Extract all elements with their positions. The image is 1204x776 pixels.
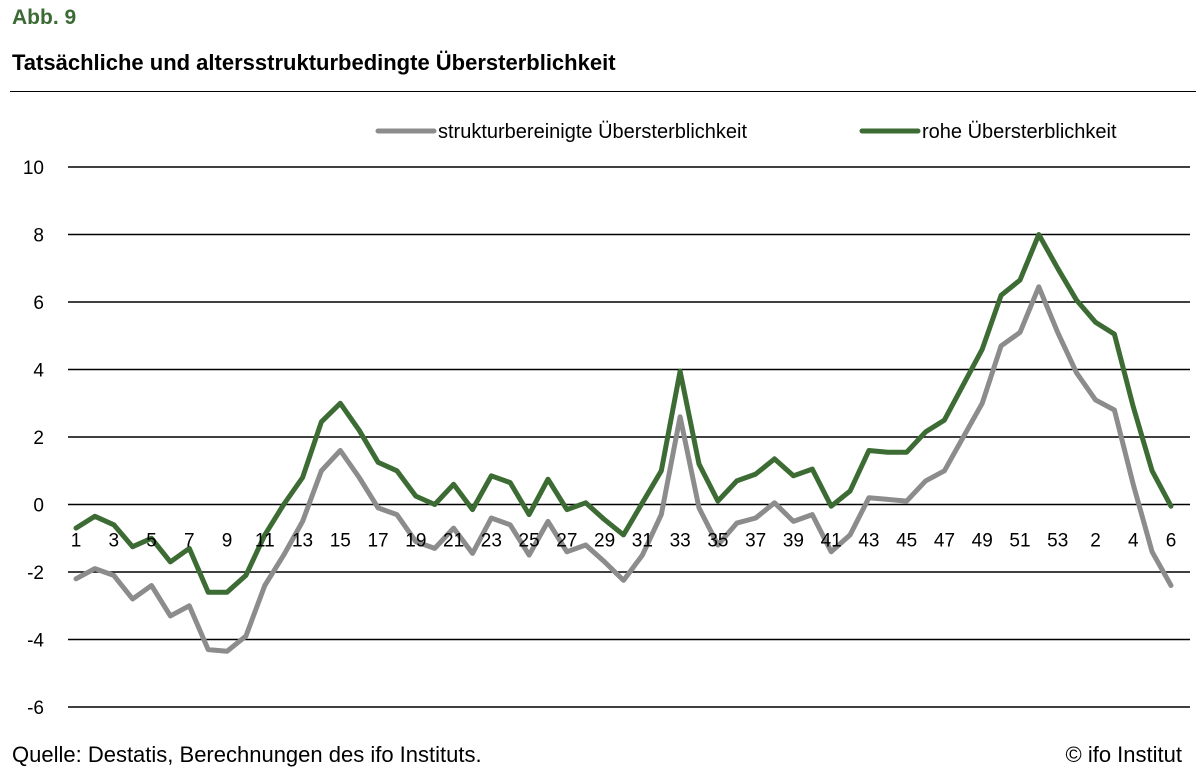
x-tick-label: 29 — [594, 531, 615, 552]
x-tick-label: 13 — [292, 531, 313, 552]
gridlines — [68, 166, 1190, 708]
y-tick-label: 6 — [33, 293, 44, 314]
legend: strukturbereinigte Übersterblichkeit rohe… — [375, 121, 1117, 143]
y-tick-label: 0 — [33, 496, 44, 517]
x-tick-label: 15 — [330, 531, 351, 552]
series-line-roh — [73, 232, 1174, 595]
y-tick-label: -2 — [27, 563, 44, 584]
x-tick-label: 25 — [519, 531, 540, 552]
y-tick-label: 10 — [23, 158, 44, 179]
x-tick-label: 41 — [821, 531, 842, 552]
x-tick-label: 33 — [670, 531, 691, 552]
x-tick-label: 49 — [972, 531, 993, 552]
x-tick-label: 51 — [1009, 531, 1030, 552]
x-tick-label: 17 — [367, 531, 388, 552]
legend-label: rohe Übersterblichkeit — [922, 121, 1117, 143]
x-tick-label: 11 — [255, 531, 275, 552]
copyright-note: © ifo Institut — [1065, 742, 1182, 767]
x-tick-label: 47 — [934, 531, 955, 552]
chart-title: Tatsächliche und altersstrukturbedingte … — [12, 50, 616, 75]
x-tick-label: 4 — [1128, 531, 1139, 552]
x-tick-label: 3 — [108, 531, 119, 552]
y-tick-label: 4 — [33, 361, 44, 382]
x-tick-label: 27 — [556, 531, 577, 552]
x-tick-label: 19 — [405, 531, 426, 552]
x-tick-label: 31 — [632, 531, 653, 552]
title-divider — [10, 91, 1196, 92]
x-tick-label: 6 — [1166, 531, 1177, 552]
y-tick-label: -4 — [27, 631, 44, 652]
x-tick-label: 37 — [745, 531, 766, 552]
x-tick-label: 43 — [858, 531, 879, 552]
x-tick-label: 9 — [222, 531, 233, 552]
x-tick-label: 39 — [783, 531, 804, 552]
x-tick-label: 21 — [443, 531, 464, 552]
x-axis-ticks: 1 3 5 7 9 11 13 15 17 19 21 23 25 27 29 31 33 35 37 39 41 43 4… — [71, 531, 1177, 552]
x-tick-label: 35 — [707, 531, 728, 552]
legend-label: strukturbereinigte Übersterblichkeit — [438, 121, 747, 143]
x-tick-label: 7 — [184, 531, 195, 552]
y-axis-ticks: -6 -4 -2 0 2 4 6 8 10 — [23, 158, 45, 719]
x-tick-label: 5 — [146, 531, 157, 552]
figure-label: Abb. 9 — [12, 6, 77, 29]
y-tick-label: 8 — [33, 226, 44, 247]
series-line-strukturbereinigt — [73, 284, 1174, 654]
x-tick-label: 2 — [1090, 531, 1101, 552]
x-tick-label: 23 — [481, 531, 502, 552]
series-lines — [73, 232, 1174, 654]
x-tick-label: 1 — [71, 531, 82, 552]
source-note: Quelle: Destatis, Berechnungen des ifo I… — [12, 742, 482, 767]
x-tick-label: 53 — [1047, 531, 1068, 552]
y-tick-label: 2 — [33, 428, 44, 449]
x-tick-label: 45 — [896, 531, 917, 552]
y-tick-label: -6 — [27, 698, 44, 719]
